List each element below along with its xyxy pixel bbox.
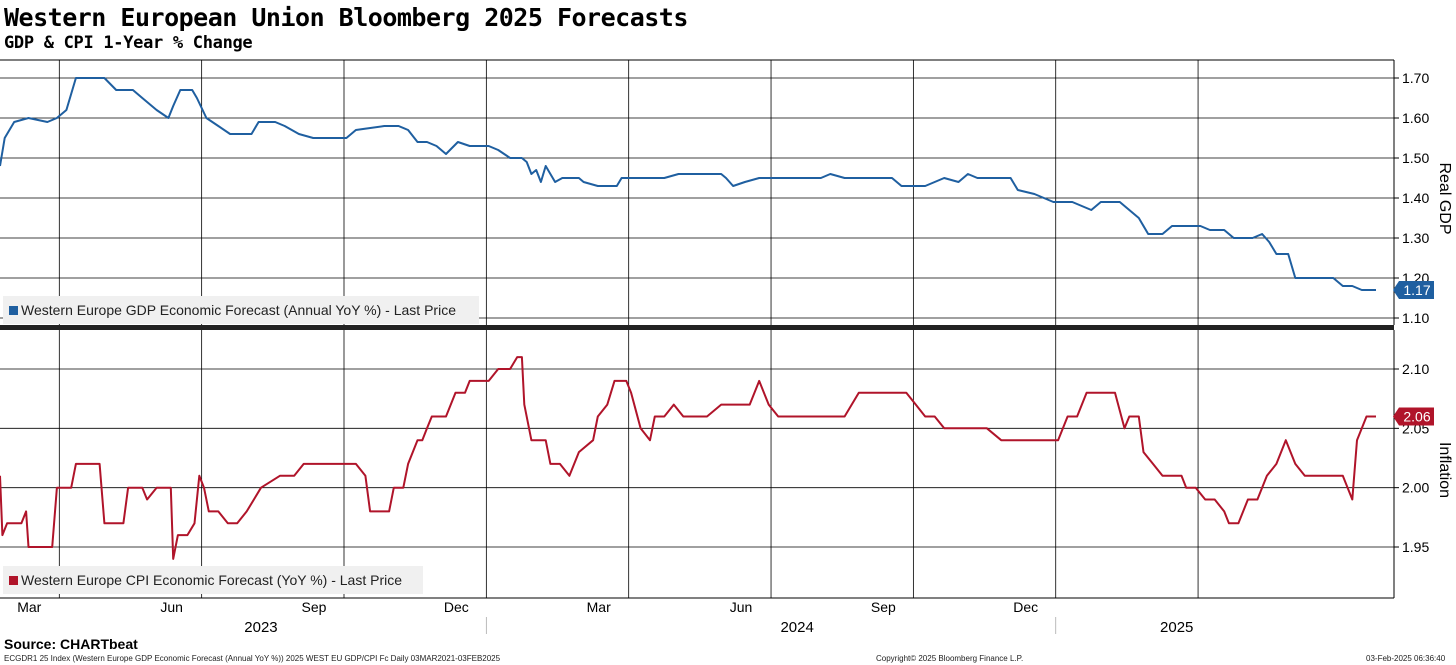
y-tick-label: 2.00 — [1402, 480, 1429, 496]
cpi-legend-box — [3, 566, 423, 594]
grid-layer — [0, 59, 1399, 634]
gdp-legend-swatch — [9, 306, 18, 315]
footer-copyright: Copyright© 2025 Bloomberg Finance L.P. — [876, 654, 1024, 663]
footer-index-note: ECGDR1 25 Index (Western Europe GDP Econ… — [4, 654, 501, 663]
gdp-series-line — [0, 77, 1376, 291]
x-tick-label: Dec — [444, 599, 469, 615]
y-tick-label: 1.70 — [1402, 70, 1429, 86]
y-tick-label: 1.60 — [1402, 110, 1429, 126]
x-tick-label: Sep — [302, 599, 327, 615]
cpi-last-value-tag — [1393, 407, 1434, 426]
chart-subtitle: GDP & CPI 1-Year % Change — [4, 33, 253, 53]
gdp-y-axis-title: Real GDP — [1436, 162, 1453, 234]
chart-title: Western European Union Bloomberg 2025 Fo… — [4, 3, 688, 32]
gdp-last-value-tag — [1393, 281, 1434, 299]
y-tick-label: 1.50 — [1402, 150, 1429, 166]
cpi-legend-label: Western Europe CPI Economic Forecast (Yo… — [21, 572, 402, 588]
cpi-last-value: 2.06 — [1403, 408, 1430, 424]
gdp-legend-box — [3, 296, 479, 324]
gdp-last-value: 1.17 — [1403, 282, 1430, 298]
series-layer — [0, 77, 1376, 560]
x-tick-label: Jun — [160, 599, 183, 615]
source-note: Source: CHARTbeat — [4, 636, 138, 652]
x-tick-label: Dec — [1013, 599, 1038, 615]
gdp-legend-label: Western Europe GDP Economic Forecast (An… — [21, 302, 456, 318]
y-tick-label: 1.30 — [1402, 230, 1429, 246]
x-year-label: 2024 — [780, 619, 813, 636]
panel-divider — [0, 325, 1394, 330]
cpi-series-line — [0, 356, 1376, 560]
x-tick-label: Sep — [871, 599, 896, 615]
y-tick-label: 1.10 — [1402, 310, 1429, 326]
cpi-y-axis-title: Inflation — [1436, 442, 1453, 498]
label-layer: Mar Jun Sep Dec Mar Jun Sep Dec 2023 2024 2025 1.10… — [3, 70, 1453, 636]
y-tick-label: 1.95 — [1402, 539, 1429, 555]
x-year-label: 2023 — [244, 619, 277, 636]
y-tick-label: 2.10 — [1402, 361, 1429, 377]
cpi-legend-swatch — [9, 576, 18, 585]
x-tick-label: Mar — [17, 599, 41, 615]
x-tick-label: Mar — [587, 599, 611, 615]
footer-timestamp: 03-Feb-2025 06:36:40 — [1366, 654, 1446, 663]
y-tick-label: 1.40 — [1402, 190, 1429, 206]
x-year-label: 2025 — [1160, 619, 1193, 636]
x-tick-label: Jun — [730, 599, 753, 615]
